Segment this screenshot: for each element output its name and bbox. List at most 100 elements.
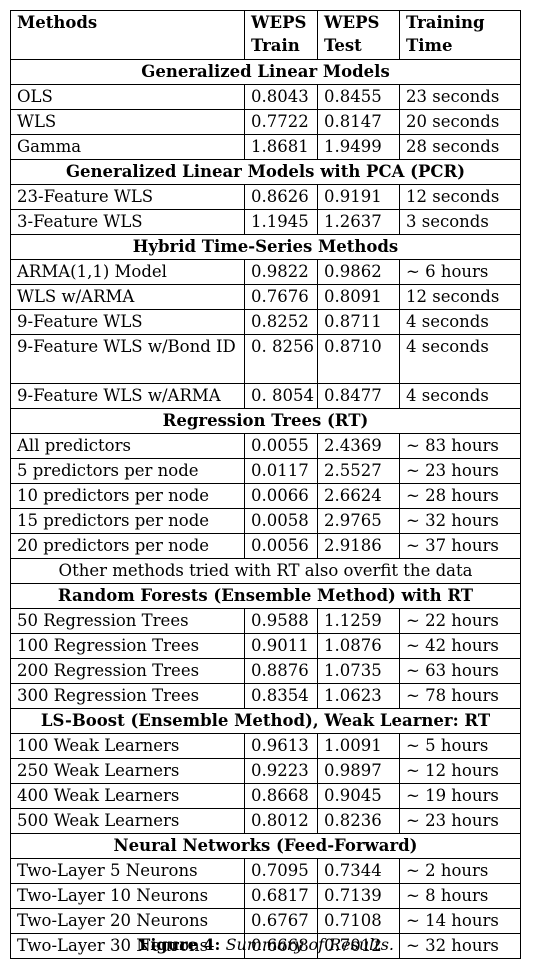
- test-cell: 0.7108: [318, 909, 400, 934]
- test-cell: 0.9862: [318, 260, 400, 285]
- table-row: 5 predictors per node 0.0117 2.5527 ~ 23 ho…: [11, 459, 521, 484]
- time-cell: 4 seconds: [400, 384, 521, 409]
- method-cell: Two-Layer 5 Neurons: [11, 859, 245, 884]
- table-row: 250 Weak Learners 0.9223 0.9897 ~ 12 hours: [11, 759, 521, 784]
- header-training-time: Training Time: [400, 11, 521, 60]
- train-cell: 1.8681: [245, 135, 318, 160]
- table-row: 100 Weak Learners 0.9613 1.0091 ~ 5 hours: [11, 734, 521, 759]
- method-cell: 500 Weak Learners: [11, 809, 245, 834]
- table-row: 9-Feature WLS 0.8252 0.8711 4 seconds: [11, 310, 521, 335]
- table-row: 15 predictors per node 0.0058 2.9765 ~ 32 h…: [11, 509, 521, 534]
- time-cell: ~ 8 hours: [400, 884, 521, 909]
- test-cell: 1.0876: [318, 634, 400, 659]
- time-cell: ~ 28 hours: [400, 484, 521, 509]
- test-cell: 2.9765: [318, 509, 400, 534]
- method-cell: Two-Layer 10 Neurons: [11, 884, 245, 909]
- section-row: Generalized Linear Models: [11, 60, 521, 85]
- time-cell: ~ 12 hours: [400, 759, 521, 784]
- train-cell: 0.8626: [245, 185, 318, 210]
- section-title: Hybrid Time-Series Methods: [11, 235, 521, 260]
- method-cell: 10 predictors per node: [11, 484, 245, 509]
- test-cell: 0.8236: [318, 809, 400, 834]
- table-row: 9-Feature WLS w/Bond ID 0. 8256 0.8710 4 se…: [11, 335, 521, 384]
- method-cell: 9-Feature WLS: [11, 310, 245, 335]
- test-cell: 0.7344: [318, 859, 400, 884]
- train-cell: 0.0117: [245, 459, 318, 484]
- time-cell: 4 seconds: [400, 310, 521, 335]
- time-cell: ~ 23 hours: [400, 809, 521, 834]
- test-cell: 0.7139: [318, 884, 400, 909]
- test-cell: 2.5527: [318, 459, 400, 484]
- time-cell: 12 seconds: [400, 185, 521, 210]
- time-cell: ~ 5 hours: [400, 734, 521, 759]
- time-cell: 3 seconds: [400, 210, 521, 235]
- method-cell: WLS: [11, 110, 245, 135]
- train-cell: 0.9011: [245, 634, 318, 659]
- train-cell: 0.8252: [245, 310, 318, 335]
- train-cell: 0.8043: [245, 85, 318, 110]
- test-cell: 1.0091: [318, 734, 400, 759]
- time-cell: 23 seconds: [400, 85, 521, 110]
- table-row: Gamma 1.8681 1.9499 28 seconds: [11, 135, 521, 160]
- table-row: ARMA(1,1) Model 0.9822 0.9862 ~ 6 hours: [11, 260, 521, 285]
- table-row: 10 predictors per node 0.0066 2.6624 ~ 28 h…: [11, 484, 521, 509]
- section-row: Random Forests (Ensemble Method) with RT: [11, 584, 521, 609]
- train-cell: 0.7676: [245, 285, 318, 310]
- train-cell: 0.0066: [245, 484, 318, 509]
- header-weps-test: WEPS Test: [318, 11, 400, 60]
- method-cell: 5 predictors per node: [11, 459, 245, 484]
- train-cell: 0.0058: [245, 509, 318, 534]
- test-cell: 0.8147: [318, 110, 400, 135]
- section-title: Regression Trees (RT): [11, 409, 521, 434]
- method-cell: ARMA(1,1) Model: [11, 260, 245, 285]
- section-row: Regression Trees (RT): [11, 409, 521, 434]
- table-row: 3-Feature WLS 1.1945 1.2637 3 seconds: [11, 210, 521, 235]
- header-methods: Methods: [11, 11, 245, 60]
- note-row: Other methods tried with RT also overfit…: [11, 559, 521, 584]
- time-cell: ~ 23 hours: [400, 459, 521, 484]
- train-cell: 0.8876: [245, 659, 318, 684]
- test-cell: 1.9499: [318, 135, 400, 160]
- table-row: Two-Layer 10 Neurons 0.6817 0.7139 ~ 8 hour…: [11, 884, 521, 909]
- table-row: 400 Weak Learners 0.8668 0.9045 ~ 19 hours: [11, 784, 521, 809]
- test-cell: 0.8477: [318, 384, 400, 409]
- method-cell: OLS: [11, 85, 245, 110]
- header-row: Methods WEPS Train WEPS Test Training Ti…: [11, 11, 521, 60]
- table-row: 500 Weak Learners 0.8012 0.8236 ~ 23 hours: [11, 809, 521, 834]
- test-cell: 0.9045: [318, 784, 400, 809]
- method-cell: 50 Regression Trees: [11, 609, 245, 634]
- table-row: Two-Layer 20 Neurons 0.6767 0.7108 ~ 14 hou…: [11, 909, 521, 934]
- header-weps-train: WEPS Train: [245, 11, 318, 60]
- table-row: 9-Feature WLS w/ARMA 0. 8054 0.8477 4 secon…: [11, 384, 521, 409]
- time-cell: ~ 2 hours: [400, 859, 521, 884]
- time-cell: ~ 19 hours: [400, 784, 521, 809]
- method-cell: 100 Weak Learners: [11, 734, 245, 759]
- caption-text: Summary of Results.: [226, 935, 394, 954]
- table-row: 300 Regression Trees 0.8354 1.0623 ~ 78 hou…: [11, 684, 521, 709]
- figure-caption: Figure 4: Summary of Results.: [0, 935, 533, 954]
- time-cell: ~ 78 hours: [400, 684, 521, 709]
- section-title: Random Forests (Ensemble Method) with RT: [11, 584, 521, 609]
- table-row: OLS 0.8043 0.8455 23 seconds: [11, 85, 521, 110]
- section-title: Generalized Linear Models with PCA (PCR): [11, 160, 521, 185]
- table-row: Two-Layer 5 Neurons 0.7095 0.7344 ~ 2 hours: [11, 859, 521, 884]
- method-cell: 23-Feature WLS: [11, 185, 245, 210]
- test-cell: 2.6624: [318, 484, 400, 509]
- test-cell: 2.4369: [318, 434, 400, 459]
- test-cell: 1.0735: [318, 659, 400, 684]
- time-cell: 4 seconds: [400, 335, 521, 384]
- results-table: Methods WEPS Train WEPS Test Training Ti…: [10, 10, 521, 959]
- section-title: Neural Networks (Feed-Forward): [11, 834, 521, 859]
- method-cell: Gamma: [11, 135, 245, 160]
- method-cell: 200 Regression Trees: [11, 659, 245, 684]
- time-cell: ~ 22 hours: [400, 609, 521, 634]
- results-body: Generalized Linear Models OLS 0.8043 0.8455…: [11, 60, 521, 959]
- train-cell: 0.9588: [245, 609, 318, 634]
- time-cell: ~ 37 hours: [400, 534, 521, 559]
- method-cell: All predictors: [11, 434, 245, 459]
- test-cell: 0.8711: [318, 310, 400, 335]
- section-row: Neural Networks (Feed-Forward): [11, 834, 521, 859]
- time-cell: ~ 6 hours: [400, 260, 521, 285]
- test-cell: 1.1259: [318, 609, 400, 634]
- train-cell: 0.0055: [245, 434, 318, 459]
